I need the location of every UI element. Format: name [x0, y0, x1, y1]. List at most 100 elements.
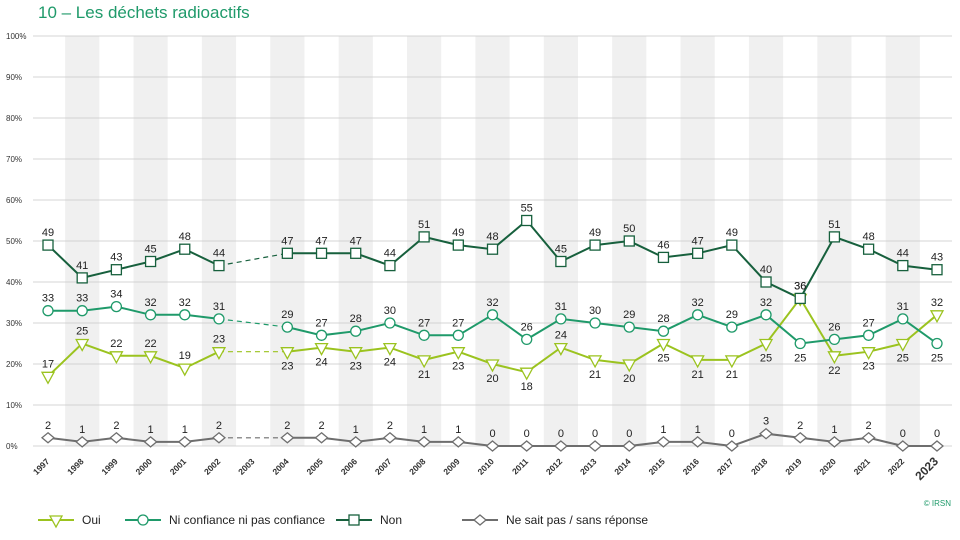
x-tick-label: 2017 [715, 456, 736, 477]
triangle-marker [143, 351, 158, 365]
data-label: 0 [626, 428, 632, 440]
series-gap-line [218, 252, 288, 267]
data-label: 1 [79, 424, 85, 436]
data-label: 49 [452, 227, 464, 239]
data-label: 25 [760, 353, 772, 365]
data-label: 49 [589, 227, 601, 239]
x-tick-label: 2004 [270, 456, 291, 477]
square-marker [623, 235, 635, 247]
chart-title: 10 – Les déchets radioactifs [38, 3, 250, 22]
x-tick-label: 2020 [817, 456, 838, 477]
square-marker [42, 239, 54, 251]
diamond-marker [622, 440, 637, 452]
data-label: 29 [726, 309, 738, 321]
x-tick-label: 1998 [65, 456, 86, 477]
x-tick-label: 2010 [475, 456, 496, 477]
series-markers [40, 214, 945, 452]
square-marker [521, 214, 533, 227]
data-label: 22 [144, 338, 156, 350]
x-tick-label: 2002 [202, 456, 223, 477]
square-marker [179, 243, 191, 255]
series-line [287, 313, 938, 345]
x-tick-label: 2014 [612, 456, 633, 477]
legend: Oui Ni confiance ni pas confiance Non Ne sa… [38, 513, 648, 529]
x-tick-label: 2015 [646, 456, 667, 477]
square-marker [76, 272, 88, 284]
diamond-marker [314, 431, 329, 444]
square-marker [555, 255, 567, 268]
circle-marker [281, 321, 293, 333]
y-tick-label: 0% [6, 442, 18, 451]
data-label: 45 [555, 244, 567, 256]
x-tick-label: 1999 [99, 456, 120, 477]
circle-marker [137, 514, 149, 526]
square-marker [589, 239, 601, 251]
data-label: 0 [729, 428, 735, 440]
data-label: 0 [934, 428, 940, 440]
x-tick-label: 2000 [134, 456, 155, 477]
data-label: 2 [387, 420, 393, 432]
circle-marker [179, 309, 191, 321]
series-line [47, 244, 220, 279]
data-label: 20 [623, 373, 635, 385]
data-label: 25 [657, 353, 669, 365]
x-axis-ticks: 1997 1998 1999 2000 2001 2002 2003 2004 2005 2006… [31, 454, 941, 483]
x-tick-label: 2021 [852, 456, 873, 477]
data-label: 21 [692, 369, 704, 381]
square-marker [110, 264, 123, 276]
data-label: 32 [931, 297, 943, 309]
triangle-marker [758, 338, 774, 352]
y-tick-label: 80% [6, 114, 22, 123]
diamond-marker [724, 440, 739, 452]
diamond-marker [40, 431, 56, 444]
data-label: 23 [862, 361, 874, 373]
data-label: 51 [418, 219, 430, 231]
square-marker [931, 264, 943, 276]
data-label: 26 [828, 321, 840, 333]
y-tick-label: 70% [6, 155, 22, 164]
data-label: 48 [179, 231, 191, 243]
square-marker [726, 239, 738, 251]
square-marker [144, 255, 157, 268]
data-label: 0 [524, 428, 530, 440]
data-label: 18 [521, 381, 533, 393]
diamond-marker [143, 436, 158, 448]
square-marker [486, 243, 499, 255]
data-label: 2 [797, 420, 803, 432]
diamond-marker [109, 431, 124, 444]
diamond-marker [451, 436, 466, 448]
data-label: 1 [353, 424, 359, 436]
circle-marker [657, 325, 670, 337]
square-marker [348, 514, 360, 526]
circle-marker [589, 317, 601, 329]
x-tick-label: 2018 [749, 456, 770, 477]
triangle-marker [48, 515, 64, 529]
data-label: 0 [900, 428, 906, 440]
data-label: 48 [486, 231, 498, 243]
triangle-marker [929, 310, 945, 324]
data-label: 32 [692, 297, 704, 309]
data-label: 47 [692, 235, 704, 247]
data-label: 2 [216, 420, 222, 432]
y-tick-label: 40% [6, 278, 22, 287]
data-label: 21 [589, 369, 601, 381]
diamond-marker [793, 431, 808, 444]
square-marker [281, 247, 293, 259]
y-tick-label: 20% [6, 360, 22, 369]
x-tick-label: 2022 [886, 456, 907, 477]
x-tick-label: 2011 [510, 456, 530, 476]
data-label: 34 [110, 289, 122, 301]
circle-marker [76, 305, 88, 317]
triangle-marker [656, 338, 671, 352]
data-label: 1 [660, 424, 666, 436]
diamond-marker [861, 431, 876, 444]
data-label: 2 [113, 420, 119, 432]
circle-marker [862, 329, 875, 341]
data-label: 40 [760, 264, 772, 276]
diamond-marker [485, 440, 500, 452]
square-marker [350, 247, 362, 259]
circle-marker [828, 333, 841, 346]
x-tick-label: 2009 [441, 456, 462, 477]
